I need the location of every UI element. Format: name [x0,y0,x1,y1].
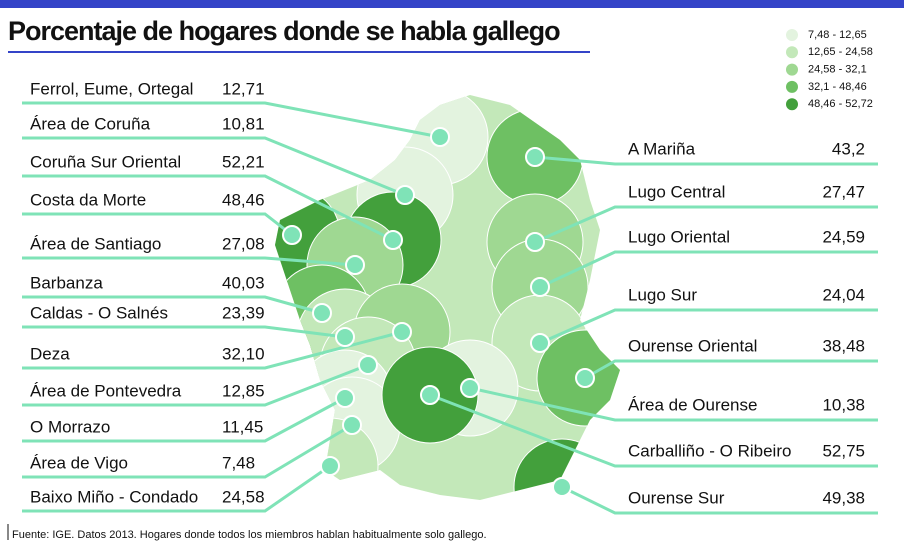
legend-label: 7,48 - 12,65 [808,29,867,41]
leader-line [22,330,403,370]
leader-line [534,205,878,244]
map [275,95,620,500]
region-dot [320,456,340,476]
leader-line [22,212,293,237]
region-name: Lugo Sur [628,285,697,304]
legend-swatch [786,46,798,59]
region-value: 10,38 [822,395,865,414]
region-dot [395,185,415,205]
region-dot [383,230,403,250]
region-dot [420,385,440,405]
region-value: 7,48 [222,453,255,472]
region-dot [282,225,302,245]
region-name: Área de Coruña [30,114,151,133]
source: Fuente: IGE. Datos 2013. Hogares donde t… [12,529,487,541]
region-value: 32,10 [222,344,265,363]
leader-line [561,485,878,515]
region-value: 52,21 [222,152,265,171]
leader-line [22,423,353,479]
region-value: 24,04 [822,285,865,304]
region-name: Ourense Sur [628,488,725,507]
leader-line [539,308,878,345]
region-dot [335,388,355,408]
leader-line [584,359,878,380]
leader-line [429,393,878,468]
legend-label: 12,65 - 24,58 [808,46,873,58]
region-value: 52,75 [822,441,865,460]
leader-lines [22,101,878,515]
region-dot [430,127,450,147]
region-value: 11,45 [222,417,263,436]
region-name: Costa da Morte [30,190,146,209]
region-dot [575,368,595,388]
region-name: Coruña Sur Oriental [30,152,181,171]
region-value: 38,48 [822,336,865,355]
region-dot [335,327,355,347]
region-value: 48,46 [222,190,265,209]
region-name: Lugo Oriental [628,227,730,246]
leader-line [22,464,331,513]
legend-label: 32,1 - 48,46 [808,81,867,93]
legend-label: 24,58 - 32,1 [808,64,867,76]
region-name: Área de Ourense [628,395,757,414]
region-value: 49,38 [822,488,865,507]
leader-line [22,256,356,267]
region-value: 10,81 [222,114,265,133]
region-name: Lugo Central [628,182,725,201]
legend-swatch [786,80,798,93]
leader-line [22,136,406,197]
leader-line [469,386,878,422]
region-dot [552,477,572,497]
region-dot [530,277,550,297]
region-name: Baixo Miño - Condado [30,487,198,506]
legend-swatch [786,29,798,41]
region-name: O Morrazo [30,417,110,436]
region-name: Área de Pontevedra [30,381,182,400]
region-value: 23,39 [222,303,265,322]
region-value: 43,2 [832,139,865,158]
region-dot [358,355,378,375]
region-dot [525,147,545,167]
region-dot [530,333,550,353]
region-name: Caldas - O Salnés [30,303,168,322]
region-name: Barbanza [30,273,103,292]
legend-label: 48,46 - 52,72 [808,98,873,110]
legend-swatch [786,63,798,76]
region-value: 12,71 [222,79,265,98]
leader-line [534,155,878,166]
region-name: Área de Santiago [30,234,161,253]
region-dot [392,322,412,342]
region-value: 12,85 [222,381,265,400]
region-value: 24,59 [822,227,865,246]
region-name: Ourense Oriental [628,336,757,355]
title: Porcentaje de hogares donde se habla gal… [8,16,560,46]
region-value: 27,47 [822,182,865,201]
region-name: A Mariña [628,139,696,158]
leader-line [539,250,878,289]
region-name: Deza [30,344,70,363]
region-name: Ferrol, Eume, Ortegal [30,79,193,98]
region-value: 27,08 [222,234,265,253]
region-dot [312,303,332,323]
region-name: Área de Vigo [30,453,128,472]
leader-line [22,295,323,315]
legend-swatch [786,98,798,111]
leader-line [22,174,394,242]
region-dot [460,378,480,398]
leader-line [22,363,369,407]
top-bar [0,0,904,8]
leader-line [22,396,346,443]
region-dot [525,232,545,252]
region-dot [345,255,365,275]
region-name: Carballiño - O Ribeiro [628,441,791,460]
region-value: 24,58 [222,487,265,506]
region-value: 40,03 [222,273,265,292]
region-dot [342,415,362,435]
leader-line [22,325,346,339]
leader-line [22,101,441,139]
